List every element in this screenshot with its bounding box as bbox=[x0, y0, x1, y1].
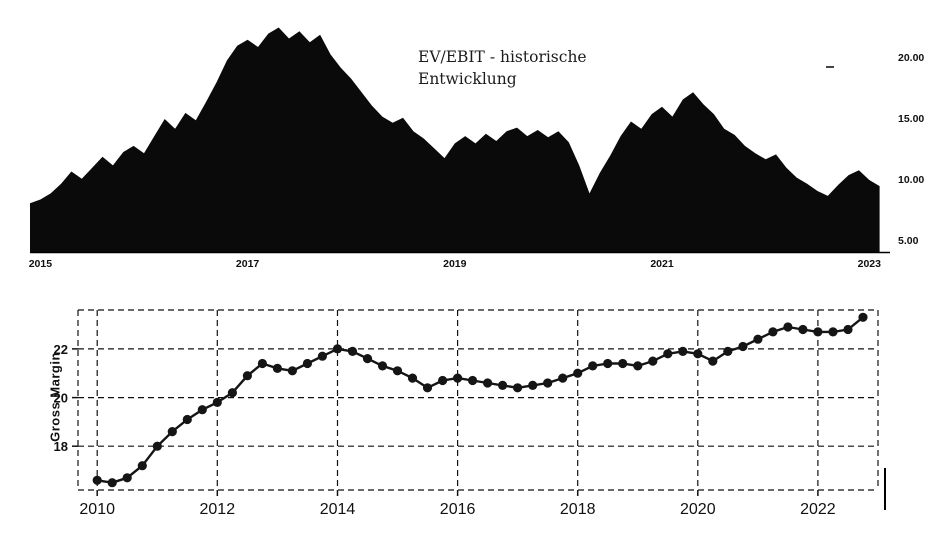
right-axis-tick-label: 5.00 bbox=[898, 235, 919, 247]
y-axis-tick-label: 20 bbox=[54, 391, 68, 406]
data-point-marker bbox=[558, 373, 568, 383]
data-point-marker bbox=[723, 346, 733, 356]
data-point-marker bbox=[768, 327, 778, 337]
data-point-marker bbox=[122, 473, 132, 483]
data-point-marker bbox=[92, 475, 102, 485]
data-point-marker bbox=[152, 441, 162, 451]
x-axis-tick-label: 2014 bbox=[320, 501, 356, 518]
data-point-marker bbox=[543, 378, 553, 388]
right-axis-tick-label: 20.00 bbox=[898, 52, 924, 64]
data-point-marker bbox=[272, 363, 282, 373]
data-point-marker bbox=[813, 327, 823, 337]
stray-dash-mark bbox=[826, 66, 834, 68]
data-point-marker bbox=[302, 358, 312, 369]
right-axis-tick-label: 10.00 bbox=[898, 174, 924, 186]
data-point-marker bbox=[828, 327, 838, 337]
data-point-marker bbox=[317, 351, 327, 361]
data-point-marker bbox=[453, 373, 463, 383]
chart-title-line1: EV/EBIT - historische bbox=[418, 48, 587, 66]
chart-title-line2: Entwicklung bbox=[418, 70, 517, 88]
data-point-marker bbox=[137, 461, 147, 471]
data-point-marker bbox=[678, 346, 688, 356]
data-point-marker bbox=[392, 366, 403, 376]
data-point-marker bbox=[182, 414, 192, 425]
data-point-marker bbox=[107, 478, 117, 488]
data-point-marker bbox=[257, 358, 267, 369]
gross-margin-axis-label: Gross Margin bbox=[47, 352, 63, 442]
data-point-marker bbox=[588, 361, 598, 371]
data-point-marker bbox=[708, 356, 718, 366]
stray-bar-mark bbox=[884, 468, 886, 510]
data-point-marker bbox=[287, 366, 297, 376]
x-axis-tick-label: 2018 bbox=[560, 501, 596, 518]
ev-ebit-area-chart: 20.00 15.00 10.00 5.00 2015 2017 2019 2021 2023 bbox=[29, 27, 924, 270]
data-point-marker bbox=[197, 405, 207, 415]
data-point-marker bbox=[618, 358, 628, 369]
gross-margin-line-series bbox=[97, 316, 864, 484]
data-point-marker bbox=[498, 380, 508, 390]
data-point-marker bbox=[798, 324, 808, 335]
data-point-marker bbox=[693, 349, 703, 359]
data-point-marker bbox=[468, 375, 478, 386]
data-point-marker bbox=[528, 380, 538, 390]
data-point-marker bbox=[422, 383, 433, 393]
data-point-marker bbox=[332, 344, 343, 354]
right-axis-tick-label: 15.00 bbox=[898, 113, 924, 125]
data-point-marker bbox=[362, 354, 373, 364]
data-point-marker bbox=[212, 397, 222, 407]
data-point-marker bbox=[783, 322, 793, 332]
x-axis-tick-label: 2010 bbox=[79, 501, 115, 518]
data-point-marker bbox=[603, 358, 613, 369]
data-point-marker bbox=[513, 383, 523, 393]
x-axis-tick-label: 2016 bbox=[440, 501, 476, 518]
data-point-marker bbox=[573, 368, 583, 378]
data-point-marker bbox=[242, 371, 252, 381]
y-axis-tick-label: 18 bbox=[54, 439, 68, 454]
data-point-marker bbox=[663, 349, 673, 359]
x-axis-tick-label: 2017 bbox=[236, 258, 260, 270]
x-axis-tick-label: 2023 bbox=[858, 258, 882, 270]
data-point-marker bbox=[483, 378, 493, 388]
data-point-marker bbox=[753, 334, 763, 344]
x-axis-tick-label: 2015 bbox=[29, 258, 53, 270]
data-point-marker bbox=[438, 375, 448, 386]
x-axis-tick-label: 2012 bbox=[200, 501, 236, 518]
x-axis-tick-label: 2019 bbox=[443, 258, 467, 270]
data-point-marker bbox=[633, 361, 643, 371]
data-point-marker bbox=[843, 324, 853, 335]
x-axis-tick-label: 2022 bbox=[800, 501, 836, 518]
ev-ebit-area-series bbox=[30, 27, 880, 252]
x-axis-tick-label: 2021 bbox=[650, 258, 674, 270]
data-point-marker bbox=[407, 373, 418, 383]
data-point-marker bbox=[227, 388, 237, 398]
data-point-marker bbox=[858, 312, 868, 322]
data-point-marker bbox=[738, 341, 748, 352]
data-point-marker bbox=[648, 356, 658, 366]
y-axis-tick-label: 22 bbox=[54, 342, 68, 357]
ev-ebit-chart-title: EV/EBIT - historische Entwicklung bbox=[418, 46, 587, 90]
data-point-marker bbox=[347, 346, 358, 356]
x-axis-tick-label: 2020 bbox=[680, 501, 716, 518]
data-point-marker bbox=[167, 427, 177, 437]
data-point-marker bbox=[377, 361, 388, 371]
